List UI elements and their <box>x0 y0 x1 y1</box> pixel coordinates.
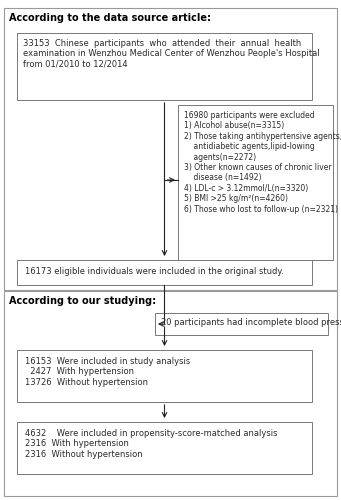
Bar <box>17 260 312 285</box>
Bar <box>17 422 312 474</box>
Text: 33153  Chinese  participants  who  attended  their  annual  health
examination i: 33153 Chinese participants who attended … <box>23 39 320 69</box>
Text: 20 participants had incomplete blood pressure value: 20 participants had incomplete blood pre… <box>161 318 341 327</box>
Text: 16153  Were included in study analysis
  2427  With hypertension
13726  Without : 16153 Were included in study analysis 24… <box>25 357 190 387</box>
Bar <box>4 291 337 496</box>
Bar <box>4 8 337 290</box>
Text: 16980 participants were excluded
1) Alcohol abuse(n=3315)
2) Those taking antihy: 16980 participants were excluded 1) Alco… <box>184 111 341 214</box>
Bar <box>17 33 312 100</box>
Text: 16173 eligible individuals were included in the original study.: 16173 eligible individuals were included… <box>25 267 284 276</box>
Text: 4632    Were included in propensity-score-matched analysis
2316  With hypertensi: 4632 Were included in propensity-score-m… <box>25 429 278 459</box>
Bar <box>155 313 328 335</box>
Text: According to the data source article:: According to the data source article: <box>9 13 211 23</box>
Bar <box>178 105 333 260</box>
Text: According to our studying:: According to our studying: <box>9 296 156 306</box>
Bar <box>17 350 312 402</box>
